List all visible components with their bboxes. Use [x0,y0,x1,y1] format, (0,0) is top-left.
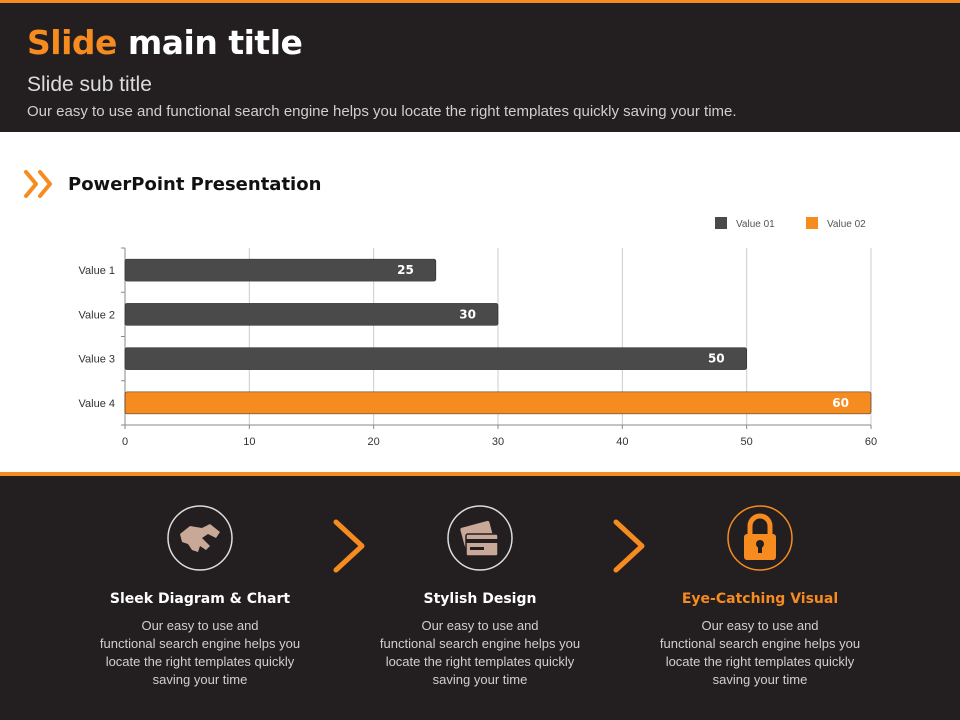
x-tick-label: 40 [616,436,628,448]
x-tick-label: 30 [492,436,504,448]
feature-desc-line: functional search engine helps you [659,636,861,651]
feature-desc-line: saving your time [152,672,248,687]
feature-desc-line: locate the right templates quickly [665,654,855,669]
bar-chart: 0 10 20 30 40 50 60 Value 1 25 Value 2 30 Value 3 50… [79,217,877,448]
x-tick-label: 60 [865,436,877,448]
y-category-label: Value 1 [79,265,116,277]
bar [124,258,437,282]
chevron-right-icon [333,519,365,573]
feature-desc-line: saving your time [432,672,528,687]
double-chevron-icon [24,170,52,198]
feature-desc-line: locate the right templates quickly [105,654,295,669]
data-label: 30 [459,307,476,321]
y-category-label: Value 3 [79,354,116,366]
x-tick-label: 50 [741,436,753,448]
feature-desc-line: functional search engine helps you [379,636,581,651]
legend-label: Value 02 [827,219,866,230]
bar [124,347,747,370]
feature-title: Sleek Diagram & Chart [109,591,291,607]
legend-swatch [715,217,727,229]
data-label: 50 [708,352,725,366]
x-tick-label: 10 [243,436,255,448]
slide-description: Our easy to use and functional search en… [27,103,737,120]
x-tick-label: 20 [368,436,380,448]
bar [124,303,499,326]
legend-label: Value 01 [736,219,775,230]
feature-desc-line: functional search engine helps you [99,636,301,651]
title-accent: Slide [27,23,117,62]
feature-desc-line: Our easy to use and [701,618,819,633]
data-label: 60 [832,396,849,410]
chevron-right-icon [613,519,645,573]
credit-cards-icon [447,505,513,571]
data-label: 25 [397,263,414,277]
section-title: PowerPoint Presentation [68,174,322,195]
handshake-icon [167,505,233,571]
title-rest: main title [116,23,303,62]
feature-desc-line: locate the right templates quickly [385,654,575,669]
footer-features: Sleek Diagram & Chart Our easy to use an… [0,472,960,720]
bar [124,391,872,415]
y-category-label: Value 2 [79,309,116,321]
feature-desc-line: Our easy to use and [421,618,539,633]
slide-title: Slide main title [27,23,303,62]
feature-description: Our easy to use and functional search en… [640,617,880,689]
x-tick-label: 0 [122,436,128,448]
slide-subtitle: Slide sub title [27,73,152,96]
feature-description: Our easy to use and functional search en… [360,617,600,689]
padlock-icon [727,505,793,571]
legend-swatch [806,217,818,229]
feature-desc-line: saving your time [712,672,808,687]
feature-description: Our easy to use and functional search en… [80,617,320,689]
feature-title: Stylish Design [423,591,537,607]
header: Slide main title Slide sub title Our eas… [0,0,960,132]
feature-desc-line: Our easy to use and [141,618,259,633]
y-category-label: Value 4 [79,398,116,410]
feature-title: Eye-Catching Visual [681,591,839,607]
